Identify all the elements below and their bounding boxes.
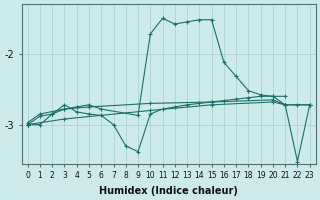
X-axis label: Humidex (Indice chaleur): Humidex (Indice chaleur)	[99, 186, 238, 196]
